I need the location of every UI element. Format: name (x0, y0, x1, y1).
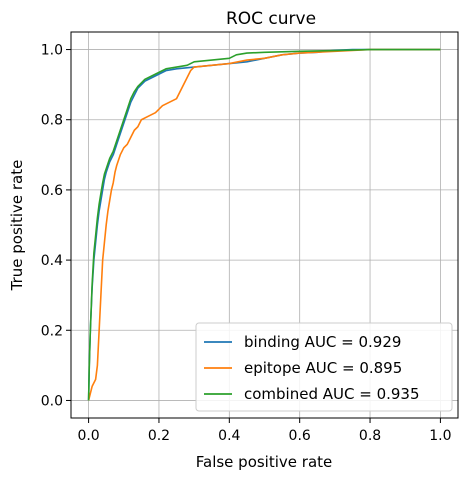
legend-entry-0: binding AUC = 0.929 (244, 333, 401, 351)
x-tick-label: 0.6 (289, 428, 311, 444)
x-tick-label: 0.2 (148, 428, 170, 444)
y-tick-label: 0.2 (41, 323, 63, 339)
x-tick-label: 0.8 (359, 428, 381, 444)
x-tick-label: 1.0 (429, 428, 451, 444)
y-tick-label: 0.0 (41, 393, 63, 409)
y-tick-label: 0.6 (41, 183, 63, 199)
chart-title: ROC curve (226, 9, 316, 29)
series-lines (87, 48, 441, 401)
series-line-1 (87, 48, 441, 401)
y-tick-label: 0.8 (41, 113, 63, 129)
plot-frame (70, 31, 459, 419)
x-tick-label: 0.0 (77, 428, 99, 444)
x-axis-ticks: 0.0 0.2 0.4 0.6 0.8 1.0 (77, 418, 452, 444)
legend: binding AUC = 0.929 epitope AUC = 0.895 co… (195, 322, 453, 412)
legend-entry-2: combined AUC = 0.935 (244, 385, 420, 403)
series-line-2 (87, 48, 441, 401)
y-tick-label: 1.0 (41, 43, 63, 59)
legend-entry-1: epitope AUC = 0.895 (244, 359, 402, 377)
x-axis-label: False positive rate (196, 453, 333, 471)
legend-box (195, 322, 453, 412)
x-tick-label: 0.4 (218, 428, 240, 444)
y-axis-label: True positive rate (8, 160, 26, 292)
y-tick-label: 0.4 (41, 253, 63, 269)
y-axis-ticks: 0.0 0.2 0.4 0.6 0.8 1.0 (41, 43, 71, 409)
